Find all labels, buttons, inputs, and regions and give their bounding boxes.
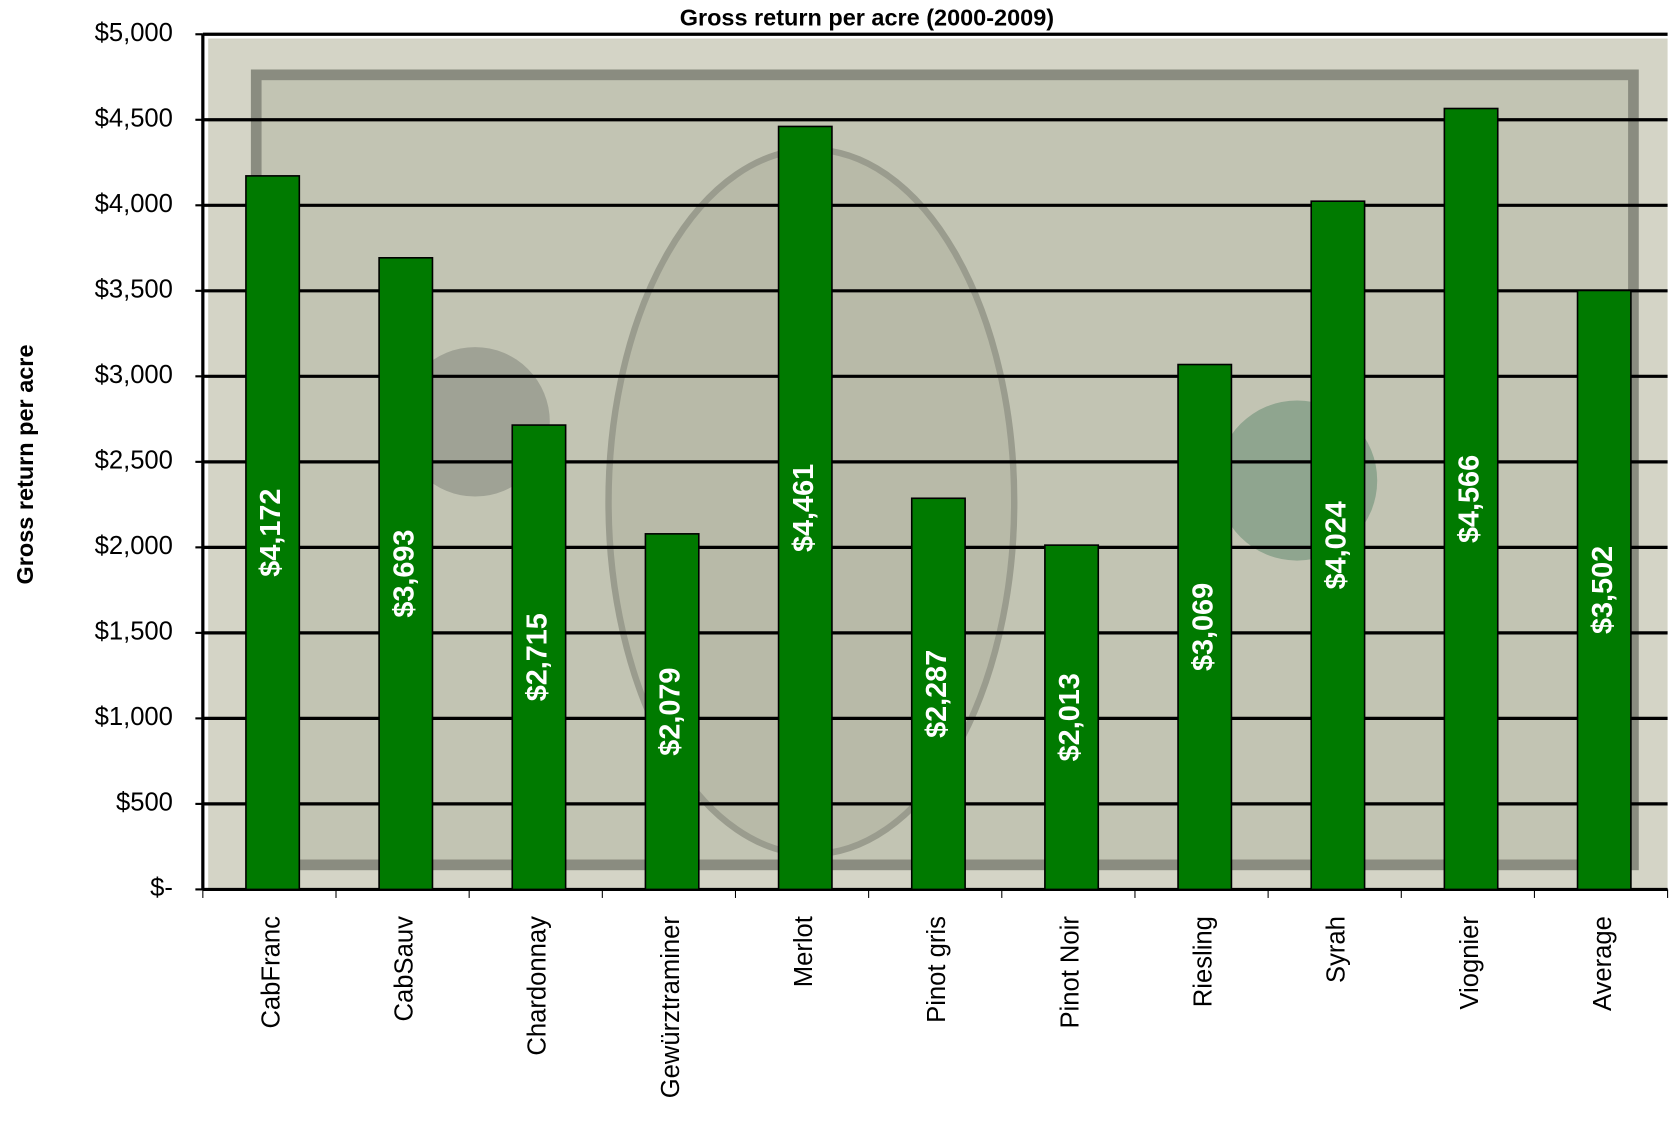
x-tick-label: Riesling xyxy=(1190,916,1218,1007)
x-tick-label: Average xyxy=(1589,916,1617,1011)
x-tick-label: CabFranc xyxy=(257,916,285,1029)
bar xyxy=(245,175,301,891)
chart-title: Gross return per acre (2000-2009) xyxy=(680,5,1054,31)
x-tick-label: Merlot xyxy=(790,916,818,987)
value-label: $4,024 xyxy=(1321,501,1353,589)
y-tick-label: $3,500 xyxy=(95,276,173,304)
x-tick-label: Syrah xyxy=(1323,916,1351,983)
value-label: $4,461 xyxy=(788,464,820,552)
y-tick-label: $2,000 xyxy=(95,532,173,560)
bar xyxy=(1443,107,1499,891)
bar xyxy=(1177,363,1233,891)
value-label: $2,079 xyxy=(655,668,687,756)
y-tick-label: $4,000 xyxy=(95,190,173,218)
value-label: $3,693 xyxy=(388,530,420,618)
bar xyxy=(1044,544,1100,891)
value-label: $2,715 xyxy=(522,613,554,701)
value-label: $4,172 xyxy=(255,489,287,577)
y-tick-label: $4,500 xyxy=(95,105,173,133)
y-tick-label: $1,500 xyxy=(95,618,173,646)
y-tick-label: $3,000 xyxy=(95,361,173,389)
value-label: $3,502 xyxy=(1587,546,1619,634)
bar xyxy=(511,424,567,891)
y-tick-label: $500 xyxy=(116,789,173,817)
value-label: $2,287 xyxy=(921,650,953,738)
bar xyxy=(777,125,833,891)
bar xyxy=(1576,289,1632,891)
value-label: $2,013 xyxy=(1054,673,1086,761)
bar xyxy=(644,533,700,891)
x-tick-label: Chardonnay xyxy=(524,916,552,1056)
bar xyxy=(378,257,434,891)
y-tick-label: $- xyxy=(150,874,173,902)
x-tick-label: Gewürztraminer xyxy=(657,916,685,1099)
x-tick-label: Pinot Noir xyxy=(1056,916,1084,1029)
y-tick-label: $5,000 xyxy=(95,19,173,47)
bar xyxy=(910,497,966,891)
x-tick-label: Pinot gris xyxy=(923,916,951,1023)
x-tick-label: CabSauv xyxy=(391,916,419,1022)
y-tick-label: $1,000 xyxy=(95,703,173,731)
x-tick-label: Viognier xyxy=(1456,916,1484,1010)
value-label: $3,069 xyxy=(1187,583,1219,671)
bar xyxy=(1310,200,1366,891)
value-label: $4,566 xyxy=(1454,455,1486,543)
y-axis-label: Gross return per acre xyxy=(12,345,38,585)
y-tick-label: $2,500 xyxy=(95,447,173,475)
